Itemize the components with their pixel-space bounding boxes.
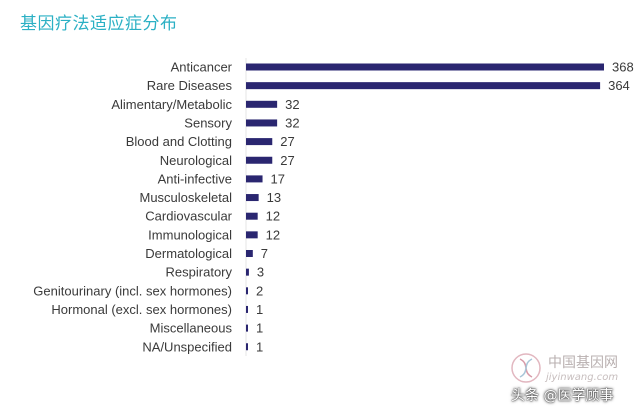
value-label: 12 (266, 209, 280, 224)
category-label: Hormonal (excl. sex hormones) (51, 302, 232, 317)
bar (246, 175, 263, 183)
value-label: 12 (266, 227, 280, 242)
bar (246, 287, 248, 295)
value-label: 32 (285, 115, 299, 130)
bar (246, 119, 278, 127)
bar (246, 63, 604, 71)
category-label: Anticancer (171, 60, 233, 75)
bar (246, 305, 248, 313)
value-label: 13 (267, 190, 281, 205)
bar (246, 138, 273, 146)
category-label: Immunological (148, 227, 232, 242)
category-label: NA/Unspecified (142, 339, 232, 354)
bar (246, 194, 259, 202)
category-label: Miscellaneous (150, 321, 233, 336)
bar (246, 324, 248, 332)
watermark-logo-icon (511, 353, 541, 383)
category-label: Cardiovascular (145, 209, 232, 224)
value-label: 27 (280, 153, 294, 168)
category-label: Musculoskeletal (140, 190, 233, 205)
category-label: Rare Diseases (147, 78, 233, 93)
bar (246, 268, 249, 276)
value-label: 27 (280, 134, 294, 149)
value-label: 7 (261, 246, 268, 261)
category-label: Dermatological (145, 246, 232, 261)
value-label: 1 (256, 321, 263, 336)
watermark-url: jiyinwang.com (546, 372, 619, 383)
value-label: 32 (285, 97, 299, 112)
category-label: Sensory (184, 115, 232, 130)
category-label: Alimentary/Metabolic (111, 97, 232, 112)
chart-title: 基因疗法适应症分布 (20, 14, 178, 34)
value-label: 1 (256, 339, 263, 354)
category-label: Respiratory (166, 265, 233, 280)
value-label: 368 (612, 60, 634, 75)
value-label: 1 (256, 302, 263, 317)
value-label: 364 (608, 78, 630, 93)
watermark-author: 头条 @医学顾事 (511, 388, 614, 404)
bar (246, 212, 258, 220)
bar (246, 82, 601, 90)
bar (246, 343, 248, 351)
bar (246, 250, 253, 257)
category-label: Genitourinary (incl. sex hormones) (33, 283, 232, 298)
watermark-site-name: 中国基因网 (548, 355, 618, 371)
category-label: Blood and Clotting (126, 134, 232, 149)
bar (246, 100, 278, 108)
bar (246, 156, 273, 164)
value-label: 3 (257, 265, 264, 280)
value-label: 17 (271, 171, 285, 186)
category-label: Anti-infective (158, 171, 232, 186)
category-label: Neurological (160, 153, 232, 168)
bar (246, 231, 258, 239)
value-label: 2 (256, 283, 263, 298)
